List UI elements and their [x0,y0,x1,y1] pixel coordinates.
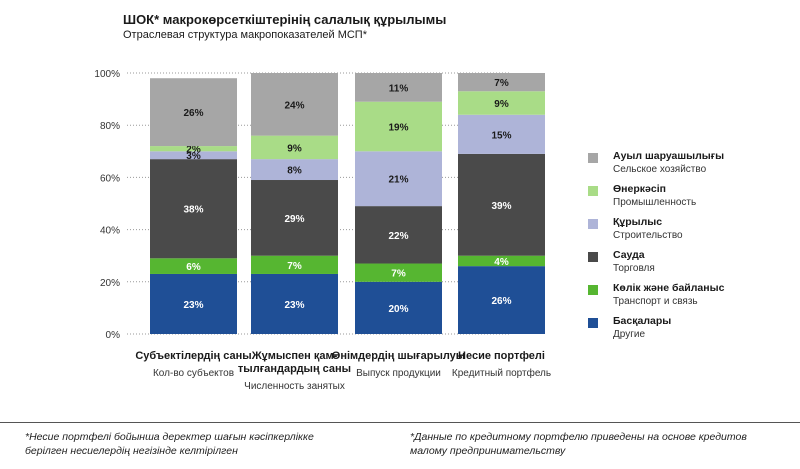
y-tick-label: 0% [106,330,121,341]
bar-segment [355,281,442,334]
chart-title: ШОК* макрокөрсеткіштерінің салалық құрыл… [123,12,447,27]
bar-segment [251,255,338,274]
legend-swatch [588,318,598,328]
legend-label-ru: Сельское хозяйство [613,164,707,175]
bar-data-label: 2% [186,145,201,156]
legend-swatch [588,153,598,163]
bar-data-label: 23% [183,300,203,311]
bar-data-label: 21% [388,175,408,186]
legend-label-kk: Сауда [613,249,645,261]
category-label-kk: Жұмыспен қам-тылғандардың саны [237,350,352,375]
bar-data-label: 38% [183,205,203,216]
bar-segment [150,78,237,147]
bar-segment [355,206,442,264]
bar-segment [150,151,237,160]
category-label: Субъектілердің саны Кол-во субъектов [124,350,264,380]
bar-data-label: 11% [389,83,409,94]
bar-data-label: 7% [391,269,406,280]
bar-segment [458,153,545,256]
bar-segment [458,91,545,115]
bar-data-label: 6% [186,262,201,273]
bar-data-label: 26% [183,108,203,119]
bar-data-label: 24% [284,100,304,111]
category-label-kk: Несие портфелі [458,350,545,362]
bar-segment [458,255,545,267]
bar-data-label: 23% [284,300,304,311]
legend-label-kk: Басқалары [613,315,672,327]
category-label-ru: Кол-во субъектов [152,368,235,379]
category-label-kk: Өнімдердің шығарылуы [331,350,466,362]
footnote-ru: *Данные по кредитному портфелю приведены… [410,431,747,457]
legend-swatch [588,285,598,295]
bar-segment [251,273,338,334]
legend-label-kk: Өнеркәсіп [613,183,666,195]
bar-segment [458,73,545,92]
bar-segment [150,258,237,274]
y-tick-label: 40% [100,226,120,237]
y-tick-label: 60% [100,173,120,184]
legend-swatch [588,252,598,262]
bar-segment [458,114,545,154]
legend-label-ru: Торговля [613,263,655,274]
bar-segment [150,146,237,152]
legend-swatch [588,186,598,196]
chart-subtitle: Отраслевая структура макропоказателей МС… [123,29,367,41]
bar-segment [150,273,237,334]
bar-data-label: 15% [491,130,511,141]
footnote-divider [0,422,800,423]
bar-segment [251,135,338,160]
bar-segment [355,263,442,282]
y-tick-label: 100% [94,69,120,80]
bar-segment [355,101,442,152]
category-label: Несие портфелі Кредитный портфель [432,350,572,380]
footnote-kk: *Несие портфелі бойынша деректер шағын к… [25,431,314,457]
bar-segment [355,151,442,207]
legend-label-ru: Промышленность [613,197,697,208]
bar-data-label: 8% [287,166,302,177]
bar-segment [251,159,338,181]
y-tick-label: 80% [100,121,120,132]
y-tick-label: 20% [100,278,120,289]
bar-data-label: 3% [186,151,201,162]
legend-swatch [588,219,598,229]
bar-data-label: 7% [287,261,302,272]
bar-data-label: 20% [388,304,408,315]
bar-segment [150,159,237,259]
legend-label-kk: Көлік және байланыс [613,282,725,294]
bar-data-label: 9% [494,99,509,110]
bar-data-label: 9% [287,143,302,154]
bar-data-label: 39% [491,201,511,212]
bar-data-label: 19% [388,123,408,134]
bar-data-label: 29% [284,214,304,225]
category-label-ru: Выпуск продукции [356,368,441,379]
category-label: Өнімдердің шығарылуы Выпуск продукции [329,350,469,380]
category-label: Жұмыспен қам-тылғандардың саны Численност… [225,350,365,393]
bar-data-label: 22% [388,231,408,242]
bar-segment [458,266,545,334]
bar-segment [251,73,338,136]
legend-label-ru: Другие [613,329,646,340]
bar-data-label: 7% [494,78,509,89]
category-label-ru: Кредитный портфель [451,368,552,379]
bar-segment [251,180,338,256]
bar-data-label: 4% [494,257,509,268]
legend-label-kk: Құрылыс [613,216,663,228]
legend-label-ru: Строительство [613,230,683,241]
category-label-kk: Субъектілердің саны [135,350,252,362]
bar-segment [355,73,442,102]
legend-label-ru: Транспорт и связь [613,296,698,307]
bar-data-label: 26% [491,296,511,307]
legend-label-kk: Ауыл шаруашылығы [613,150,725,162]
category-label-ru: Численность занятых [244,381,345,392]
